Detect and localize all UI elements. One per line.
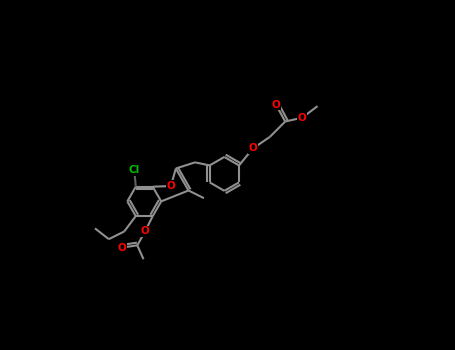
Text: O: O <box>141 226 149 237</box>
Text: O: O <box>167 181 175 191</box>
Text: O: O <box>272 100 280 110</box>
Text: Cl: Cl <box>129 165 140 175</box>
Text: O: O <box>117 243 126 253</box>
Text: O: O <box>298 113 307 123</box>
Text: O: O <box>248 144 257 154</box>
